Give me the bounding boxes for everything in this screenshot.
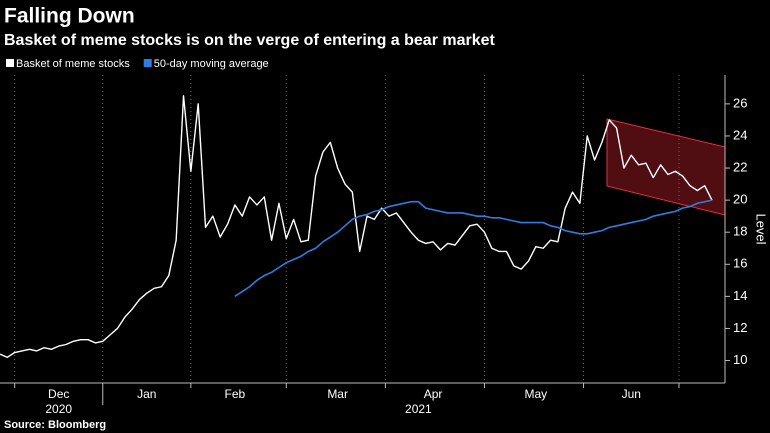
y-tick-label: 12 [733,320,747,335]
x-tick-label: Feb [225,387,246,401]
x-tick-label: May [524,387,547,401]
source: Source: Bloomberg [4,419,106,431]
x-tick-label: Dec [48,387,69,401]
y-tick-label: 10 [733,352,747,367]
x-tick-label: Jan [137,387,156,401]
x-tick-label: Apr [424,387,443,401]
y-tick-label: 20 [733,192,747,207]
x-year-label: 2021 [405,402,432,416]
chart-subtitle: Basket of meme stocks is on the verge of… [4,32,496,49]
chart-title: Falling Down [4,5,135,28]
legend-swatch [143,59,152,67]
legend-swatch [6,59,14,67]
x-tick-label: Mar [327,387,348,401]
y-tick-label: 26 [733,95,747,110]
y-tick-label: 16 [733,256,747,271]
x-year-label: 2020 [45,402,72,416]
series-line [0,95,713,359]
y-tick-label: 18 [733,224,747,239]
legend-label: Basket of meme stocks [16,58,130,70]
legend-label: 50-day moving average [154,58,269,70]
y-tick-label: 22 [733,159,747,174]
y-axis-label: Level [754,213,769,244]
x-tick-label: Jun [622,387,641,401]
y-tick-label: 14 [733,288,747,303]
series-line [234,199,713,298]
y-tick-label: 24 [733,127,747,142]
